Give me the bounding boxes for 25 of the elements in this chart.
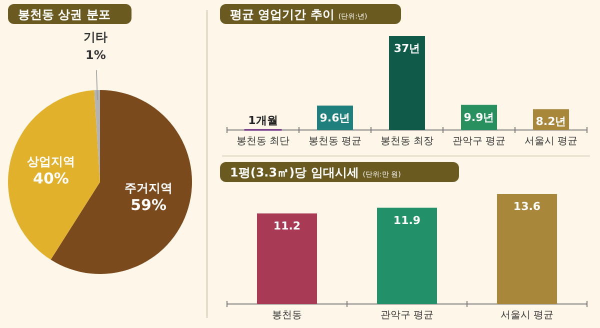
data-label: 9.6년	[320, 112, 350, 125]
data-label: 11.9	[393, 214, 421, 227]
data-label: 1%	[86, 48, 106, 62]
data-label: 59%	[130, 196, 167, 214]
x-tick-label: 서울시 평균	[524, 136, 578, 147]
x-tick-label: 관악구 평균	[380, 310, 434, 321]
x-tick-label: 서울시 평균	[500, 310, 554, 321]
slice-label: 기타	[84, 30, 108, 44]
x-tick-label: 관악구 평균	[452, 136, 506, 147]
slice-label: 상업지역	[26, 154, 75, 168]
data-label: 13.6	[513, 200, 541, 213]
slice-label: 주거지역	[124, 181, 173, 196]
data-label: 9.9년	[464, 110, 494, 124]
annotation: 1개월	[248, 114, 278, 127]
data-label: 8.2년	[536, 115, 566, 128]
x-tick-label: 봉천동 평균	[308, 136, 362, 147]
data-label: 37년	[394, 42, 420, 55]
x-tick-label: 봉천동 최단	[236, 136, 290, 147]
data-label: 11.2	[273, 219, 301, 232]
chart-title: 1평(3.3㎡)당 임대시세	[230, 166, 359, 180]
chart-title: 봉천동 상권 분포	[18, 8, 110, 22]
chart-title: 평균 영업기간 추이	[230, 8, 334, 22]
data-label: 40%	[33, 169, 69, 188]
x-tick-label: 봉천동 최장	[380, 136, 434, 147]
x-tick-label: 봉천동	[272, 310, 302, 321]
